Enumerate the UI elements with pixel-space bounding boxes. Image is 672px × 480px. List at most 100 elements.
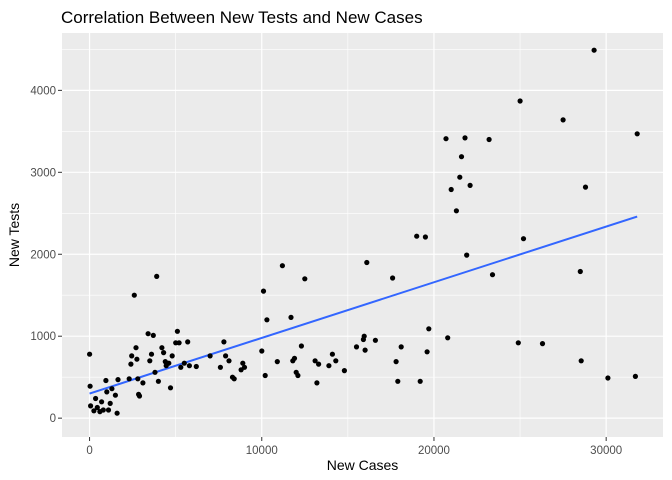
data-point bbox=[443, 136, 449, 142]
trend-layer bbox=[89, 215, 638, 395]
data-point bbox=[457, 174, 463, 180]
data-point bbox=[231, 376, 237, 382]
data-point bbox=[560, 117, 566, 123]
data-point bbox=[174, 328, 180, 334]
data-point bbox=[302, 276, 308, 282]
data-point bbox=[582, 184, 589, 190]
data-point bbox=[591, 47, 597, 53]
data-point bbox=[115, 377, 121, 383]
data-point bbox=[445, 335, 451, 341]
data-point bbox=[372, 337, 378, 343]
trend-line bbox=[89, 215, 638, 395]
data-point bbox=[632, 373, 639, 379]
data-point bbox=[150, 332, 156, 338]
data-point bbox=[178, 364, 184, 370]
data-point bbox=[155, 378, 161, 384]
y-tick-label: 4000 bbox=[30, 85, 56, 97]
data-point bbox=[217, 364, 223, 370]
data-point bbox=[634, 131, 640, 137]
data-point bbox=[103, 377, 109, 384]
data-point bbox=[312, 358, 318, 364]
y-tick-label: 3000 bbox=[30, 167, 56, 179]
data-point bbox=[520, 236, 527, 242]
data-point bbox=[424, 349, 430, 355]
data-point bbox=[264, 317, 270, 323]
data-point bbox=[176, 340, 182, 346]
data-point bbox=[105, 407, 112, 413]
data-point bbox=[453, 208, 459, 214]
data-point bbox=[353, 344, 360, 350]
data-point bbox=[147, 358, 153, 364]
data-point bbox=[133, 345, 139, 351]
data-point bbox=[489, 272, 496, 278]
data-point bbox=[112, 392, 118, 398]
data-point bbox=[279, 263, 285, 269]
data-point bbox=[298, 343, 304, 349]
data-point bbox=[100, 407, 106, 413]
chart-title: Correlation Between New Tests and New Ca… bbox=[61, 8, 423, 27]
data-points bbox=[87, 47, 640, 416]
data-point bbox=[517, 98, 523, 104]
x-tick-label: 10000 bbox=[246, 445, 278, 457]
data-point bbox=[314, 380, 320, 386]
data-point bbox=[448, 186, 454, 193]
y-tick-label: 2000 bbox=[30, 249, 56, 261]
data-point bbox=[185, 339, 191, 345]
data-point bbox=[104, 389, 110, 395]
data-point bbox=[462, 135, 468, 141]
data-point bbox=[145, 331, 151, 337]
data-point bbox=[486, 136, 492, 143]
data-point bbox=[91, 408, 97, 414]
y-tick-label: 0 bbox=[50, 413, 56, 425]
data-point bbox=[341, 368, 347, 374]
data-point bbox=[129, 353, 135, 359]
data-point bbox=[88, 403, 94, 409]
plot-panel bbox=[62, 33, 663, 437]
data-point bbox=[414, 233, 420, 239]
data-point bbox=[114, 410, 120, 416]
data-point bbox=[161, 350, 167, 356]
data-point bbox=[87, 383, 93, 389]
data-point bbox=[166, 360, 172, 366]
data-point bbox=[169, 353, 175, 359]
data-point bbox=[87, 351, 93, 357]
y-axis: 0 1000 2000 3000 4000 bbox=[30, 85, 62, 425]
data-point bbox=[291, 355, 298, 361]
data-point bbox=[148, 351, 155, 357]
data-point bbox=[364, 259, 370, 266]
data-point bbox=[259, 348, 265, 354]
data-point bbox=[390, 275, 396, 281]
data-point bbox=[159, 345, 165, 351]
data-point bbox=[128, 361, 134, 367]
data-point bbox=[167, 385, 174, 391]
data-point bbox=[422, 234, 428, 240]
data-point bbox=[136, 393, 143, 399]
data-point bbox=[207, 353, 213, 359]
x-tick-label: 20000 bbox=[418, 445, 450, 457]
data-point bbox=[93, 395, 99, 402]
data-point bbox=[577, 268, 583, 275]
data-point bbox=[260, 288, 267, 294]
data-point bbox=[99, 399, 105, 405]
data-point bbox=[458, 154, 465, 160]
data-point bbox=[333, 358, 339, 364]
y-axis-title: New Tests bbox=[6, 203, 22, 267]
data-point bbox=[393, 359, 399, 365]
data-point bbox=[241, 364, 248, 370]
data-point bbox=[398, 344, 404, 350]
data-point bbox=[362, 347, 368, 353]
data-point bbox=[361, 333, 367, 339]
data-point bbox=[107, 400, 113, 406]
data-point bbox=[578, 358, 584, 364]
data-point bbox=[94, 404, 100, 411]
data-point bbox=[135, 376, 141, 382]
data-point bbox=[181, 360, 187, 366]
data-point bbox=[464, 252, 470, 258]
data-point bbox=[152, 369, 158, 375]
y-tick-label: 1000 bbox=[30, 331, 56, 343]
data-point bbox=[262, 372, 268, 379]
data-point bbox=[605, 375, 611, 381]
data-point bbox=[326, 363, 332, 369]
x-tick-label: 0 bbox=[86, 445, 92, 457]
